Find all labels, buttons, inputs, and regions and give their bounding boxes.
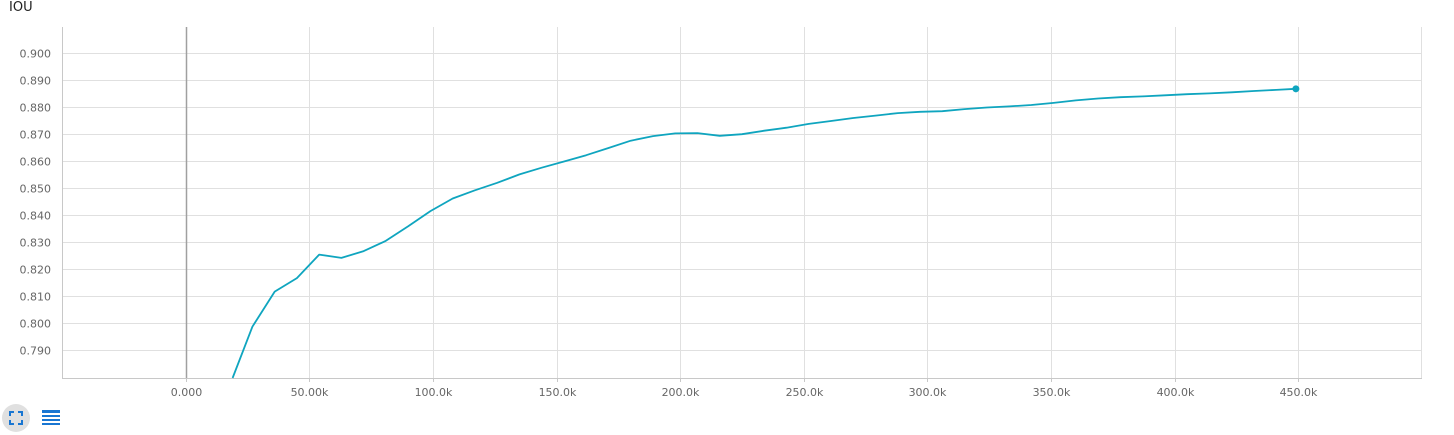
x-tick-label: 200.0k — [662, 386, 700, 399]
x-tick-label: 50.00k — [291, 386, 329, 399]
chart-title: IOU — [9, 0, 33, 15]
x-tick-label: 0.000 — [171, 386, 203, 399]
y-tick-label: 0.900 — [20, 48, 52, 61]
x-tick-label: 150.0k — [539, 386, 577, 399]
y-tick-label: 0.790 — [20, 345, 52, 358]
y-tick-label: 0.830 — [20, 237, 52, 250]
x-tick-label: 100.0k — [415, 386, 453, 399]
x-tick-label: 450.0k — [1280, 386, 1318, 399]
last-point-marker[interactable] — [1292, 85, 1300, 93]
y-tick-label: 0.800 — [20, 318, 52, 331]
line-chart[interactable]: 0.000 50.00k 100.0k 150.0k 200.0k 250.0k 300.0… — [0, 0, 1454, 400]
axes — [62, 27, 1422, 382]
x-tick-label: 350.0k — [1033, 386, 1071, 399]
expand-chart-button[interactable] — [2, 404, 30, 432]
x-tick-labels: 0.000 50.00k 100.0k 150.0k 200.0k 250.0k 300.0… — [171, 386, 1318, 399]
x-tick-label: 400.0k — [1157, 386, 1195, 399]
y-tick-label: 0.820 — [20, 264, 52, 277]
x-tick-label: 250.0k — [786, 386, 824, 399]
data-table-icon — [42, 410, 60, 425]
y-tick-label: 0.870 — [20, 129, 52, 142]
y-tick-label: 0.850 — [20, 183, 52, 196]
toggle-data-table-button[interactable] — [38, 404, 66, 432]
series-layer[interactable] — [231, 85, 1300, 379]
series-line-iou[interactable] — [231, 87, 1296, 379]
y-tick-label: 0.810 — [20, 291, 52, 304]
y-tick-label: 0.860 — [20, 156, 52, 169]
expand-icon — [9, 411, 23, 425]
x-tick-label: 300.0k — [909, 386, 947, 399]
y-tick-label: 0.890 — [20, 75, 52, 88]
grid — [62, 27, 1422, 378]
y-tick-labels: 0.790 0.800 0.810 0.820 0.830 0.840 0.850 0.860… — [20, 48, 52, 358]
y-tick-label: 0.840 — [20, 210, 52, 223]
y-tick-label: 0.880 — [20, 102, 52, 115]
